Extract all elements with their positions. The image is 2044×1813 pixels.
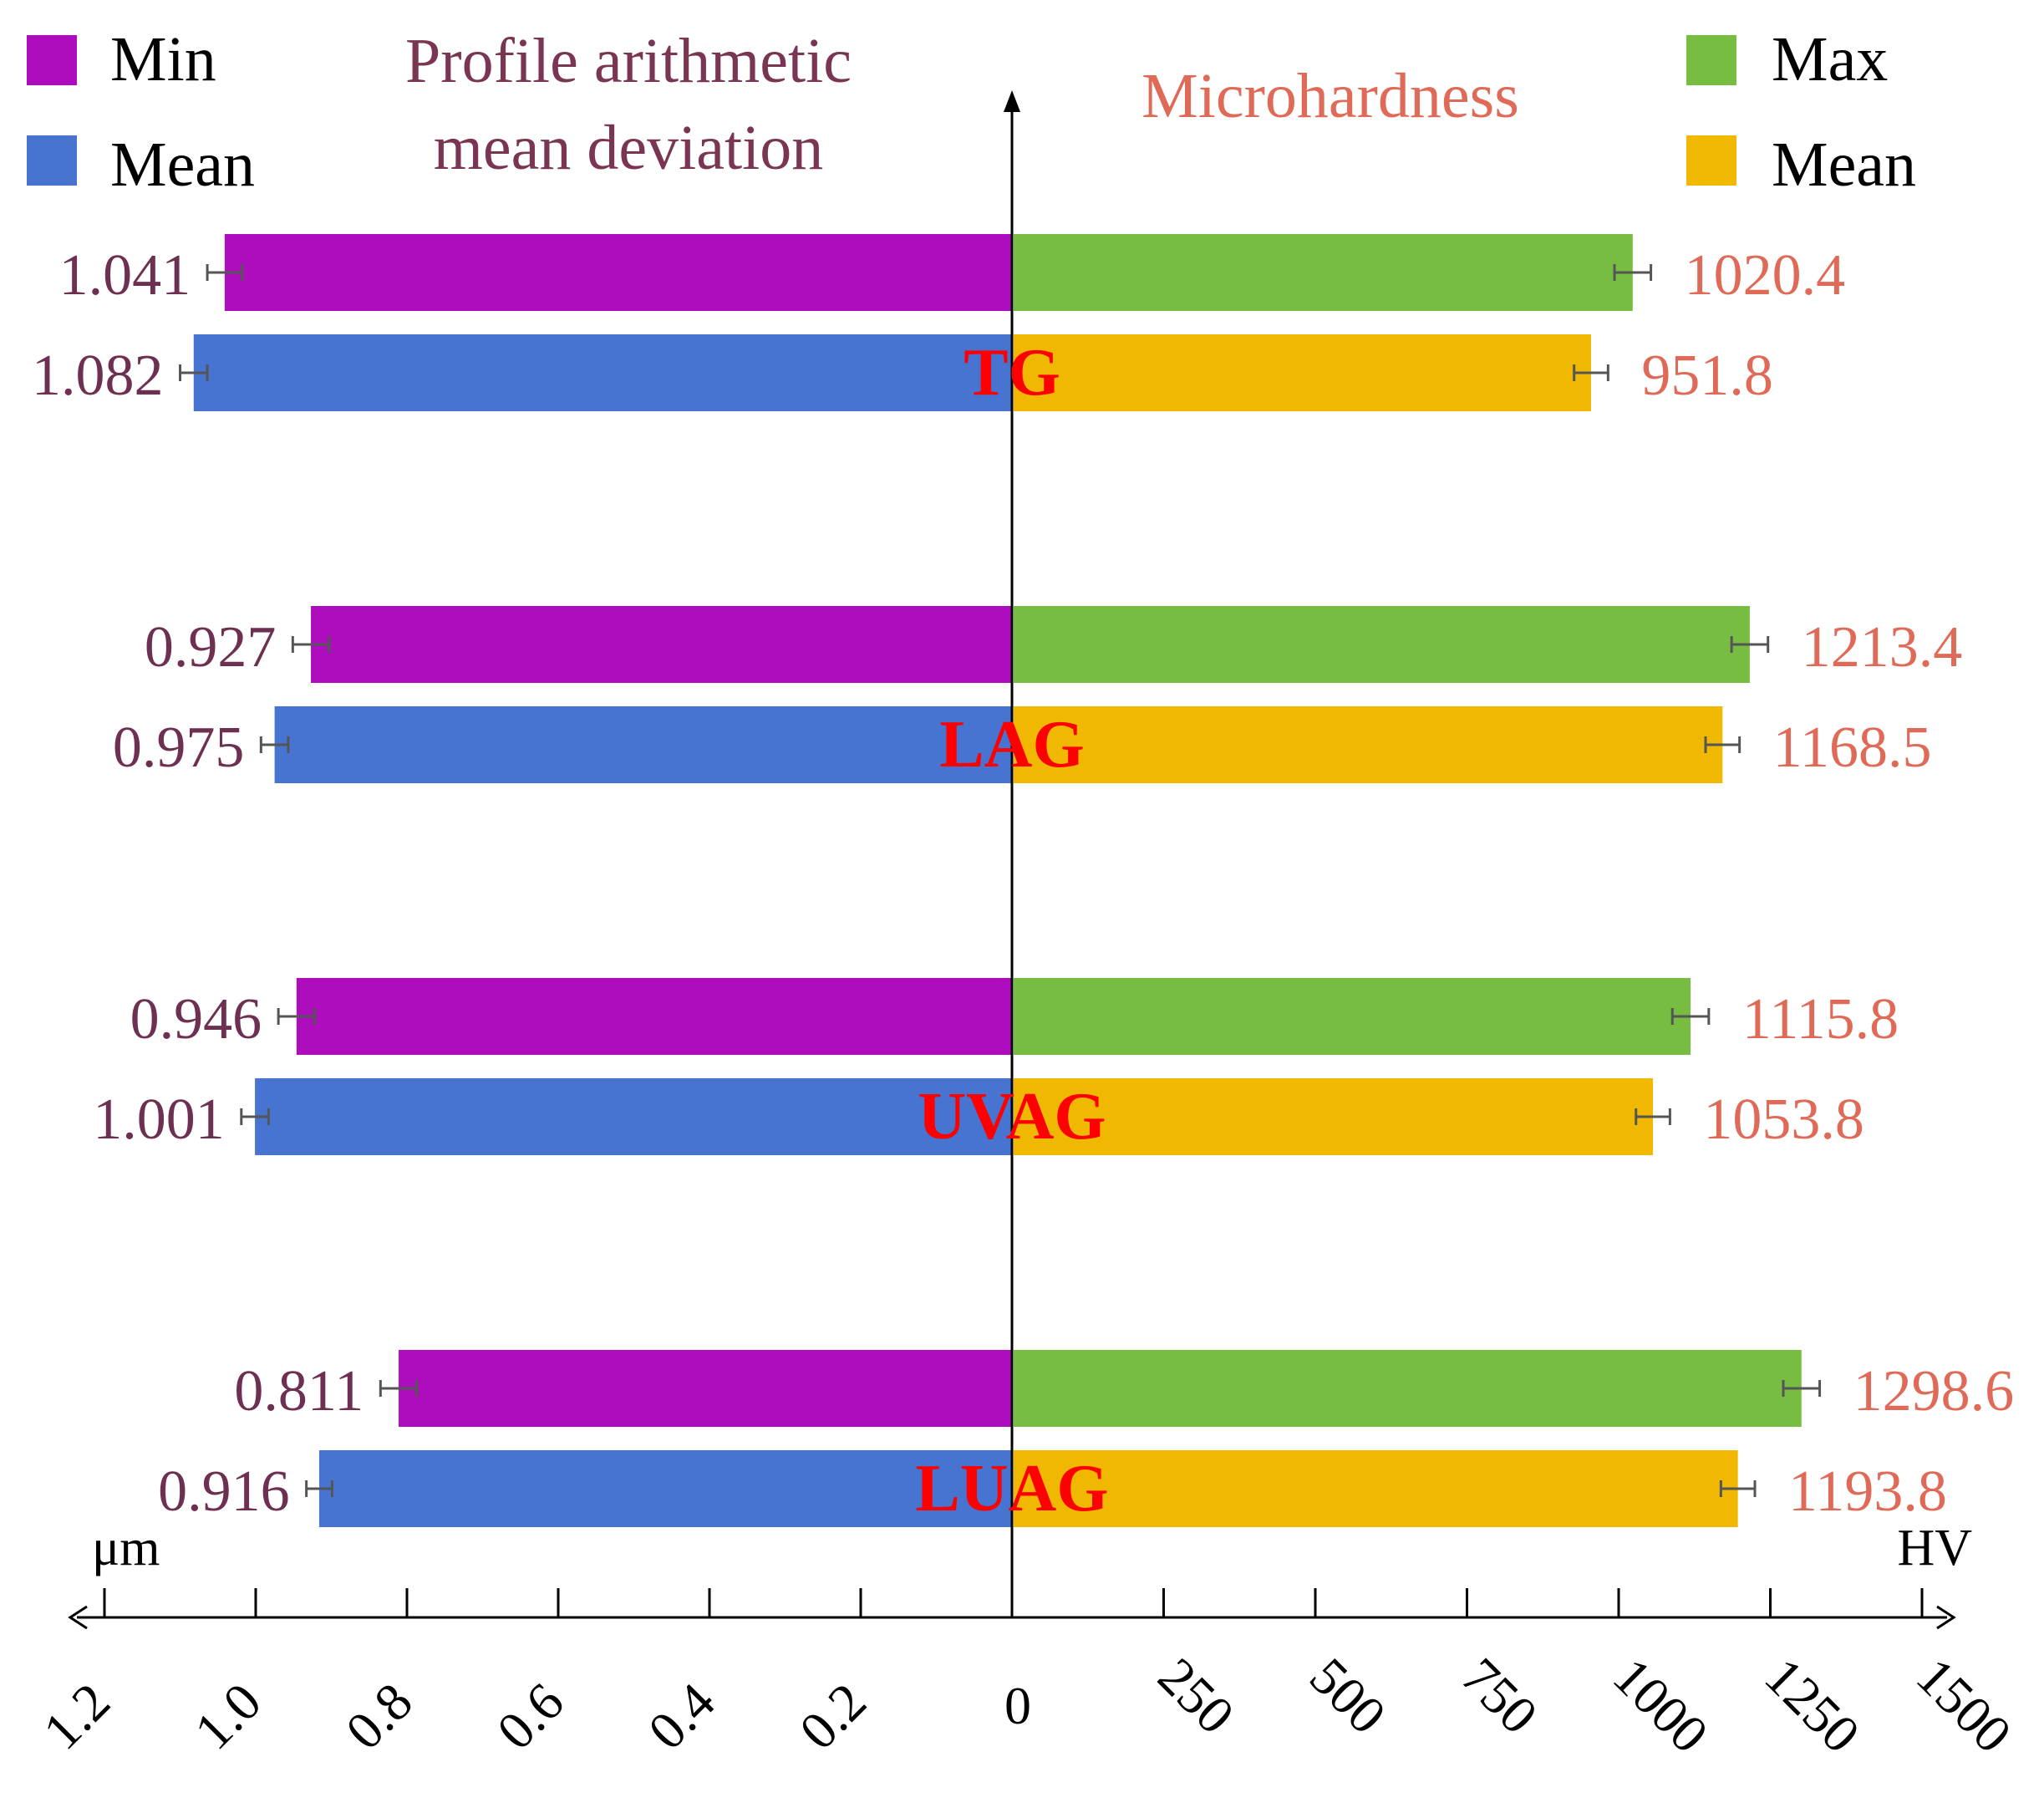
left-mean-bar-lag	[274, 706, 1012, 783]
right-mean-value-label-lag: 1168.5	[1773, 716, 1932, 780]
left-min-value-label-lag: 0.927	[145, 615, 277, 680]
right-max-bar-tg	[1014, 234, 1633, 311]
left-title-line-1: Profile arithmetic	[405, 26, 852, 96]
category-label-tg: TG	[964, 336, 1060, 410]
left-mean-value-label-uvag: 1.001	[93, 1087, 225, 1152]
left-min-value-label-uvag: 0.946	[130, 987, 262, 1052]
right-tick-label-3: 750	[1451, 1647, 1549, 1745]
right-max-value-label-uvag: 1115.8	[1742, 987, 1899, 1052]
legend-swatch-max	[1686, 35, 1736, 85]
legend-right: Max Mean	[1686, 24, 1916, 200]
right-tick-label-6: 1500	[1905, 1647, 2023, 1765]
legend-label-mean-right: Mean	[1772, 130, 1916, 200]
category-label-luag: LUAG	[915, 1452, 1108, 1525]
right-max-bar-luag	[1014, 1350, 1802, 1427]
right-max-bar-uvag	[1014, 978, 1691, 1055]
right-tick-label-2: 500	[1299, 1647, 1397, 1745]
center-axis-arrow	[1004, 90, 1020, 112]
left-mean-value-label-luag: 0.916	[158, 1459, 290, 1524]
left-min-value-label-tg: 1.041	[59, 243, 191, 308]
x-axis-left-arrow	[68, 1605, 88, 1630]
legend-left: Min Mean	[27, 24, 255, 200]
right-mean-value-label-luag: 1193.8	[1788, 1459, 1947, 1524]
left-mean-value-label-lag: 0.975	[113, 716, 245, 780]
left-tick-label-5: 1.0	[183, 1672, 272, 1761]
left-min-bar-tg	[224, 234, 1012, 311]
zero-tick-label: 0	[1004, 1676, 1031, 1735]
left-mean-bar-tg	[193, 334, 1013, 411]
left-tick-label-4: 0.8	[334, 1672, 424, 1761]
legend-label-mean-left: Mean	[110, 130, 255, 200]
right-unit-label: HV	[1897, 1520, 1972, 1576]
left-tick-label-2: 0.4	[637, 1672, 726, 1761]
right-tick-label-1: 250	[1147, 1647, 1246, 1745]
right-mean-value-label-uvag: 1053.8	[1703, 1087, 1863, 1152]
left-min-bar-lag	[311, 606, 1012, 683]
right-max-bar-lag	[1014, 606, 1750, 683]
category-label-lag: LAG	[939, 708, 1084, 782]
category-labels: TG LAG UVAG LUAG	[915, 336, 1108, 1525]
right-max-value-label-luag: 1298.6	[1853, 1359, 2015, 1423]
legend-swatch-min	[27, 35, 77, 85]
legend-label-min: Min	[110, 24, 216, 94]
legend-swatch-mean-left	[27, 135, 77, 186]
left-tick-label-6: 1.2	[32, 1672, 121, 1761]
right-max-value-label-lag: 1213.4	[1802, 615, 1963, 680]
left-min-value-label-luag: 0.811	[234, 1359, 364, 1423]
right-mean-bar-tg	[1014, 334, 1592, 411]
right-mean-value-label-tg: 951.8	[1641, 344, 1773, 408]
right-mean-bar-luag	[1014, 1450, 1738, 1527]
right-tick-label-4: 1000	[1602, 1647, 1720, 1765]
left-min-bar-luag	[399, 1350, 1012, 1427]
right-mean-bar-lag	[1014, 706, 1723, 783]
right-tick-label-5: 1250	[1754, 1647, 1872, 1765]
left-tick-label-1: 0.2	[788, 1672, 877, 1761]
right-max-value-label-tg: 1020.4	[1685, 243, 1845, 308]
category-label-uvag: UVAG	[918, 1080, 1106, 1153]
legend-swatch-mean-right	[1686, 135, 1736, 186]
legend-label-max: Max	[1772, 24, 1888, 94]
x-axis-right-arrow	[1936, 1605, 1956, 1630]
right-mean-bar-uvag	[1014, 1078, 1654, 1155]
left-unit-label: μm	[92, 1520, 160, 1576]
left-mean-value-label-tg: 1.082	[32, 344, 164, 408]
left-mean-bar-uvag	[255, 1078, 1013, 1155]
left-tick-label-3: 0.6	[486, 1672, 575, 1761]
left-mean-bar-luag	[319, 1450, 1012, 1527]
bars-group: 1.041 1020.4 1.082 951.8 0.927 1213.4 0.975 116…	[32, 234, 2014, 1527]
left-title-line-2: mean deviation	[434, 113, 823, 183]
left-min-bar-uvag	[296, 978, 1012, 1055]
right-title: Microhardness	[1141, 61, 1519, 131]
